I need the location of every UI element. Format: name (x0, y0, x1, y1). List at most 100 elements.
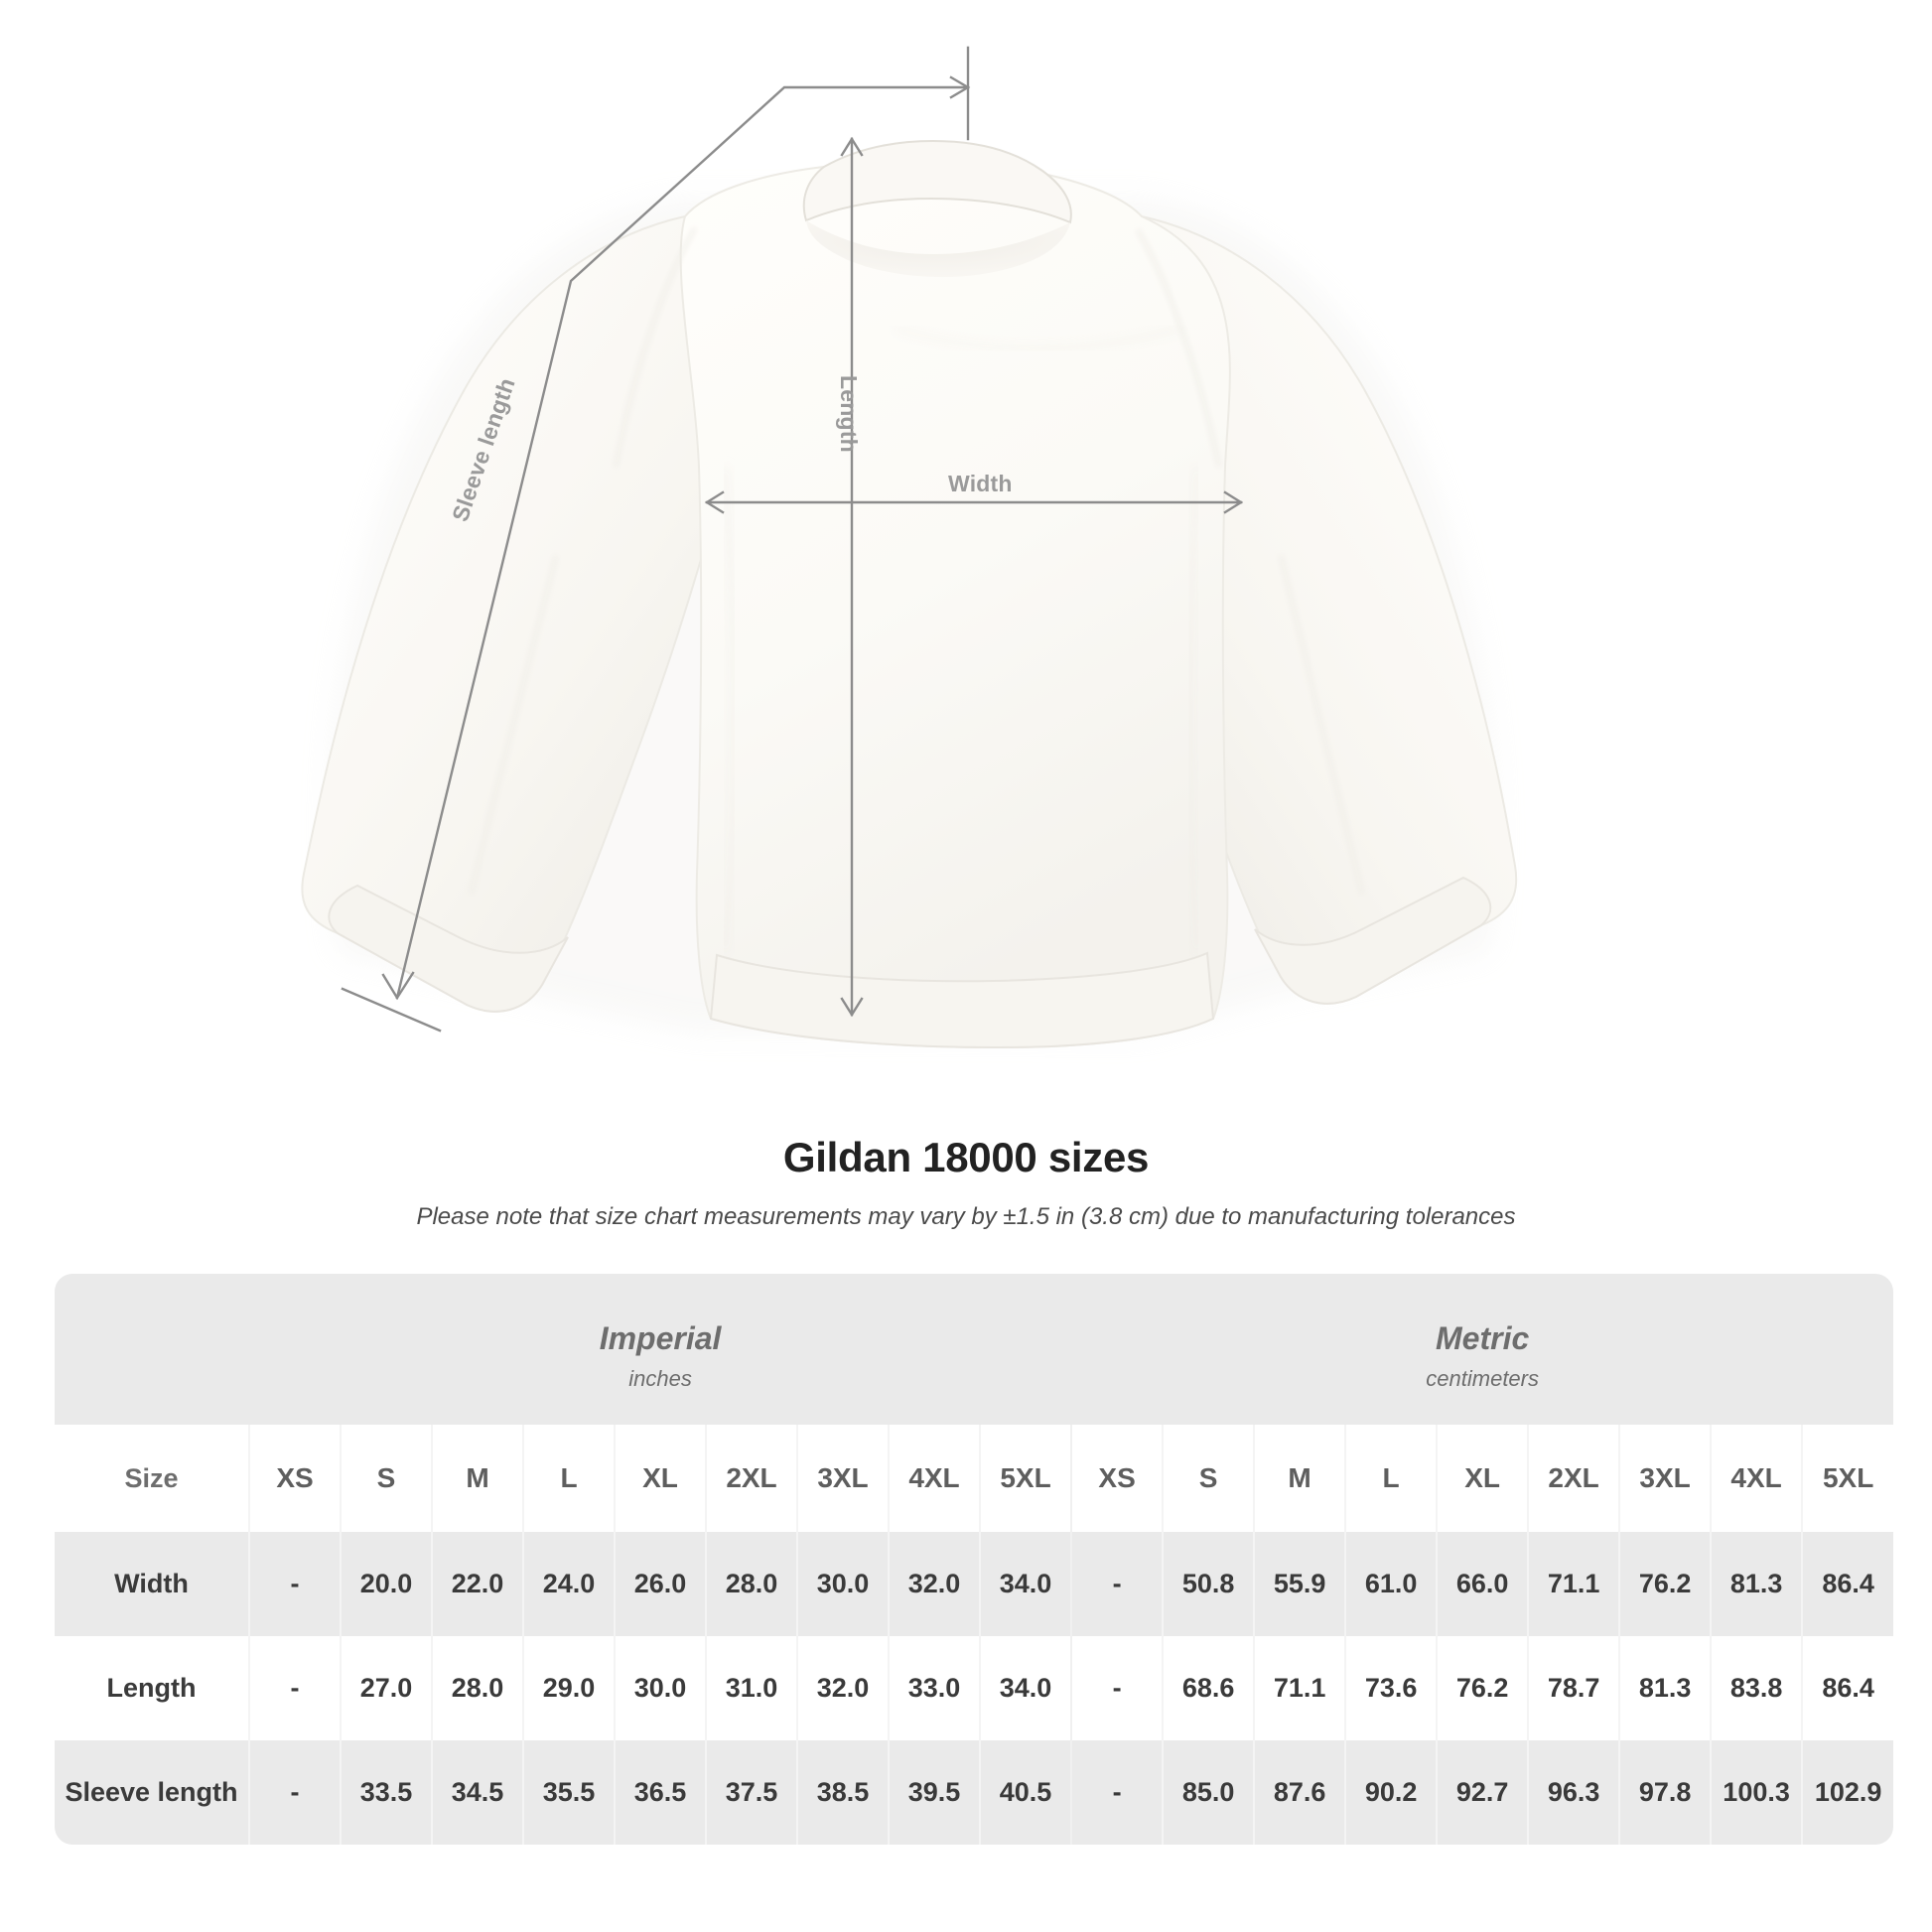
width-imperial-s: 20.0 (340, 1532, 432, 1636)
size-header-metric-xs: XS (1070, 1425, 1164, 1532)
length-metric-xs: - (1070, 1636, 1164, 1740)
length-metric-5xl: 86.4 (1801, 1636, 1894, 1740)
size-header-imperial-3xl: 3XL (796, 1425, 889, 1532)
unit-group-row: Imperial inches Metric centimeters (55, 1274, 1894, 1425)
width-imperial-l: 24.0 (522, 1532, 615, 1636)
size-header-imperial-m: M (431, 1425, 523, 1532)
size-header-imperial-l: L (522, 1425, 615, 1532)
size-header-metric-xl: XL (1436, 1425, 1529, 1532)
size-header-imperial-s: S (340, 1425, 432, 1532)
size-header-metric-2xl: 2XL (1527, 1425, 1620, 1532)
garment-body (679, 166, 1231, 1048)
fabric-folds (469, 227, 1364, 954)
size-header-metric-5xl: 5XL (1801, 1425, 1894, 1532)
size-header-metric-3xl: 3XL (1618, 1425, 1712, 1532)
length-imperial-xs: - (248, 1636, 341, 1740)
length-arrow-top (840, 136, 864, 157)
table-row: Width - 20.0 22.0 24.0 26.0 28.0 30.0 32… (55, 1532, 1894, 1636)
length-imperial-m: 28.0 (431, 1636, 523, 1740)
width-imperial-3xl: 30.0 (796, 1532, 889, 1636)
length-imperial-4xl: 33.0 (888, 1636, 980, 1740)
width-metric-s: 50.8 (1162, 1532, 1255, 1636)
sleeve-tick-bottom (341, 987, 442, 1033)
length-arrow-bottom (840, 997, 864, 1018)
sleeve-metric-2xl: 96.3 (1527, 1740, 1620, 1845)
sleeve-metric-3xl: 97.8 (1618, 1740, 1712, 1845)
sleeve-metric-5xl: 102.9 (1801, 1740, 1894, 1845)
sweatshirt-illustration (301, 46, 1518, 1048)
sleeve-metric-s: 85.0 (1162, 1740, 1255, 1845)
page-title: Gildan 18000 sizes (782, 1134, 1150, 1180)
length-imperial-3xl: 32.0 (796, 1636, 889, 1740)
sleeve-imperial-4xl: 39.5 (888, 1740, 980, 1845)
size-header-row: Size XS S M L XL 2XL 3XL 4XL 5XL XS S M … (55, 1425, 1894, 1532)
width-imperial-m: 22.0 (431, 1532, 523, 1636)
size-header-imperial-2xl: 2XL (705, 1425, 797, 1532)
size-table: Imperial inches Metric centimeters Size … (55, 1274, 1894, 1845)
width-metric-xs: - (1070, 1532, 1164, 1636)
sleeve-imperial-m: 34.5 (431, 1740, 523, 1845)
width-imperial-xl: 26.0 (614, 1532, 706, 1636)
sleeve-imperial-2xl: 37.5 (705, 1740, 797, 1845)
sleeve-imperial-xs: - (248, 1740, 341, 1845)
size-header-imperial-5xl: 5XL (978, 1425, 1072, 1532)
sleeve-imperial-5xl: 40.5 (978, 1740, 1072, 1845)
size-header-label: Size (55, 1425, 249, 1532)
unit-group-metric-name: Metric (1436, 1319, 1530, 1356)
width-metric-l: 61.0 (1344, 1532, 1438, 1636)
length-imperial-xl: 30.0 (614, 1636, 706, 1740)
sleeve-imperial-s: 33.5 (340, 1740, 432, 1845)
right-cuff (1254, 876, 1492, 1005)
length-measure-label: Length (836, 375, 862, 453)
width-imperial-xs: - (248, 1532, 341, 1636)
length-imperial-5xl: 34.0 (978, 1636, 1072, 1740)
length-metric-4xl: 83.8 (1710, 1636, 1803, 1740)
measurement-lines (341, 46, 1244, 1033)
unit-group-imperial-name: Imperial (599, 1319, 722, 1356)
sleeve-metric-l: 90.2 (1344, 1740, 1438, 1845)
garment-diagram: Length Width Sleeve length (301, 46, 1518, 1048)
size-header-imperial-xs: XS (248, 1425, 341, 1532)
size-header-metric-s: S (1162, 1425, 1255, 1532)
width-metric-5xl: 86.4 (1801, 1532, 1894, 1636)
sleeve-metric-xl: 92.7 (1436, 1740, 1529, 1845)
tolerance-note: Please note that size chart measurements… (416, 1203, 1516, 1230)
row-label-length: Length (55, 1636, 249, 1740)
size-header-metric-4xl: 4XL (1710, 1425, 1803, 1532)
row-label-width: Width (55, 1532, 249, 1636)
length-metric-2xl: 78.7 (1527, 1636, 1620, 1740)
sleeve-imperial-l: 35.5 (522, 1740, 615, 1845)
size-header-imperial-xl: XL (614, 1425, 706, 1532)
length-metric-m: 71.1 (1253, 1636, 1346, 1740)
width-imperial-2xl: 28.0 (705, 1532, 797, 1636)
sleeve-arrow-bottom (381, 971, 415, 1001)
length-metric-l: 73.6 (1344, 1636, 1438, 1740)
sleeve-imperial-xl: 36.5 (614, 1740, 706, 1845)
length-metric-xl: 76.2 (1436, 1636, 1529, 1740)
left-sleeve (301, 214, 721, 1013)
unit-group-imperial-sub: inches (628, 1366, 692, 1392)
length-imperial-s: 27.0 (340, 1636, 432, 1740)
size-table-container: Imperial inches Metric centimeters Size … (55, 1274, 1894, 1845)
length-imperial-l: 29.0 (522, 1636, 615, 1740)
unit-group-metric: Metric centimeters (1071, 1274, 1894, 1425)
sleeve-metric-xs: - (1070, 1740, 1164, 1845)
width-metric-m: 55.9 (1253, 1532, 1346, 1636)
neck-opening (806, 220, 1070, 278)
width-metric-3xl: 76.2 (1618, 1532, 1712, 1636)
width-arrow-left (704, 490, 725, 514)
unit-group-metric-sub: centimeters (1426, 1366, 1539, 1392)
width-metric-2xl: 71.1 (1527, 1532, 1620, 1636)
size-header-metric-m: M (1253, 1425, 1346, 1532)
unit-group-imperial: Imperial inches (249, 1274, 1072, 1425)
width-arrow-right (1223, 490, 1244, 514)
size-header-imperial-4xl: 4XL (888, 1425, 980, 1532)
sleeve-metric-m: 87.6 (1253, 1740, 1346, 1845)
left-cuff (328, 884, 569, 1013)
width-metric-4xl: 81.3 (1710, 1532, 1803, 1636)
table-row: Length - 27.0 28.0 29.0 30.0 31.0 32.0 3… (55, 1636, 1894, 1740)
table-row: Sleeve length - 33.5 34.5 35.5 36.5 37.5… (55, 1740, 1894, 1845)
sleeve-length-line (395, 85, 970, 1000)
length-imperial-2xl: 31.0 (705, 1636, 797, 1740)
